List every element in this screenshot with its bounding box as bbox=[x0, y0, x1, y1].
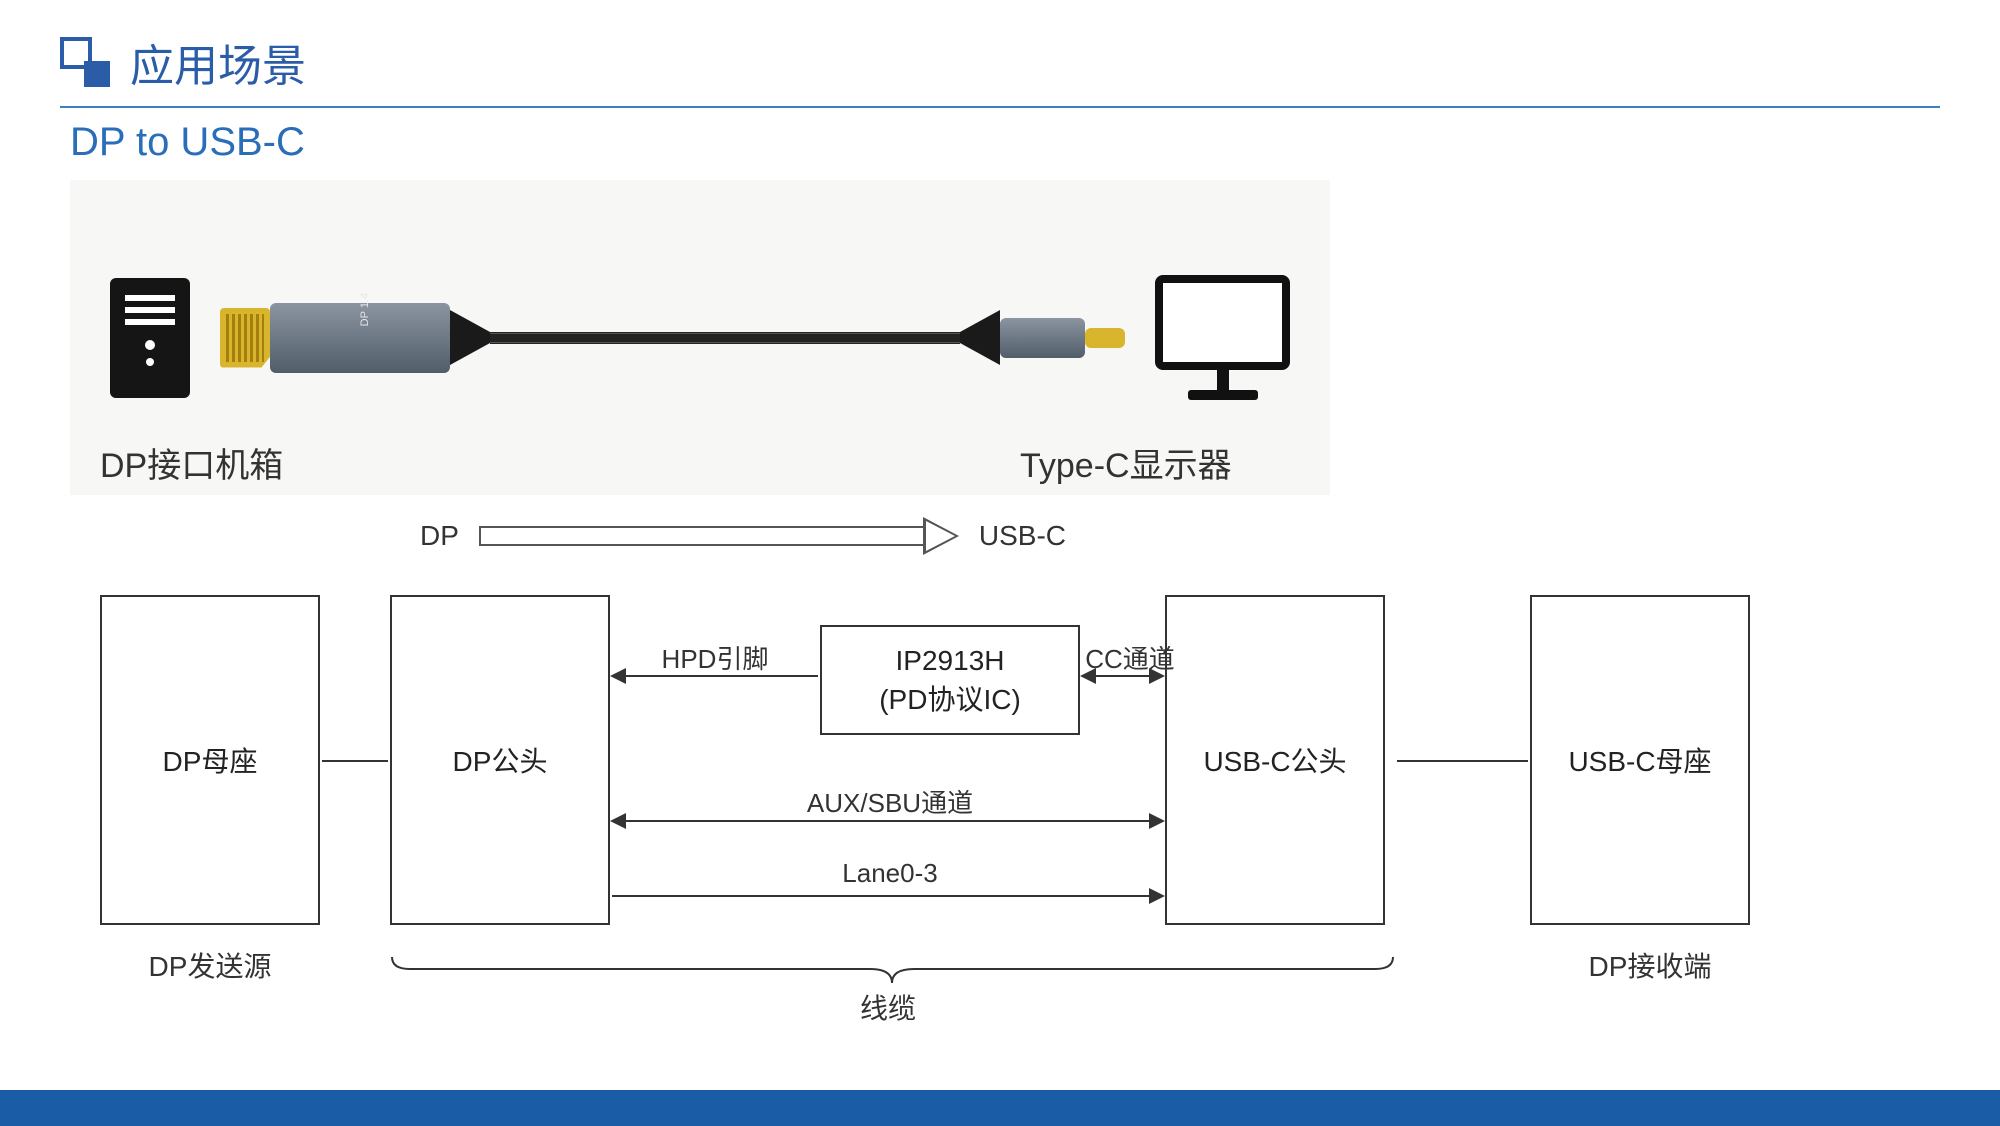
node-usbc-socket: USB-C母座 bbox=[1530, 595, 1750, 925]
cable-illustration: DP 1.4 bbox=[220, 303, 1125, 373]
flow-right-label: USB-C bbox=[979, 520, 1066, 552]
edge-aux-label: AUX/SBU通道 bbox=[807, 783, 973, 820]
edge-cc-label: CC通道 bbox=[1085, 639, 1175, 676]
brace-icon bbox=[390, 955, 1395, 985]
edge-hpd-label: HPD引脚 bbox=[662, 639, 769, 676]
brace-label: 线缆 bbox=[860, 987, 916, 1027]
edge-lane bbox=[612, 895, 1163, 897]
product-label-right: Type-C显示器 bbox=[1020, 438, 1232, 487]
node-dp-plug: DP公头 bbox=[390, 595, 610, 925]
sublabel-source: DP发送源 bbox=[100, 945, 320, 985]
edge-usbc-plug-to-socket bbox=[1397, 760, 1528, 762]
node-dp-socket: DP母座 bbox=[100, 595, 320, 925]
product-label-left: DP接口机箱 bbox=[100, 438, 283, 487]
header-icon bbox=[60, 37, 110, 87]
edge-lane-label: Lane0-3 bbox=[842, 858, 937, 889]
pc-tower-icon bbox=[110, 278, 190, 398]
edge-aux bbox=[612, 820, 1163, 822]
flow-left-label: DP bbox=[420, 520, 459, 552]
dp-connector-body: DP 1.4 bbox=[270, 303, 450, 373]
node-ic-chip: IP2913H (PD协议IC) bbox=[820, 625, 1080, 735]
header: 应用场景 bbox=[60, 30, 1940, 108]
usbc-plug-icon bbox=[1085, 328, 1125, 348]
dp-plug-icon bbox=[220, 308, 270, 368]
flow-arrow-icon bbox=[479, 521, 959, 551]
usbc-connector-body bbox=[1000, 318, 1085, 358]
subtitle: DP to USB-C bbox=[70, 120, 305, 165]
ic-line-1: IP2913H bbox=[896, 641, 1005, 680]
flow-direction: DP USB-C bbox=[420, 520, 1066, 552]
monitor-icon bbox=[1155, 275, 1290, 400]
page-title: 应用场景 bbox=[130, 30, 306, 94]
node-usbc-plug: USB-C公头 bbox=[1165, 595, 1385, 925]
footer-bar bbox=[0, 1090, 2000, 1126]
edge-dp-socket-to-plug bbox=[322, 760, 388, 762]
sublabel-sink: DP接收端 bbox=[1530, 945, 1770, 985]
connector-spec-1: DP 1.4 bbox=[359, 292, 372, 325]
ic-line-2: (PD协议IC) bbox=[879, 680, 1021, 719]
block-diagram: DP母座 DP公头 IP2913H (PD协议IC) USB-C公头 USB-C… bbox=[100, 595, 1830, 1015]
